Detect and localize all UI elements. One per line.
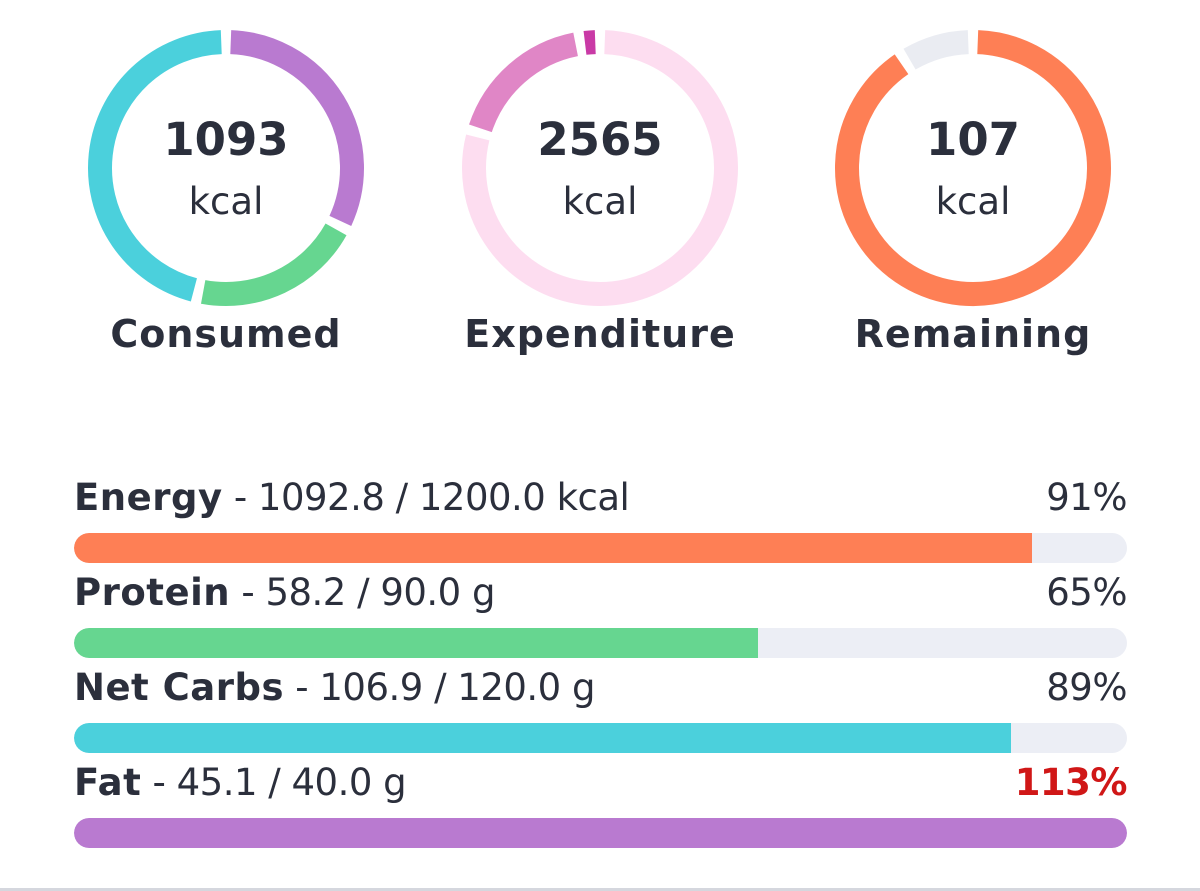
target-name-protein: Protein — [74, 571, 231, 614]
target-percent-fat: 113% — [1014, 761, 1128, 804]
target-percent-net-carbs: 89% — [1046, 666, 1127, 709]
progress-fill-net-carbs — [74, 723, 1012, 753]
expenditure-value: 2565 — [537, 113, 663, 166]
expenditure-ring-segment-segment-3 — [583, 30, 596, 55]
target-row-net-carbs[interactable]: Net Carbs - 106.9 / 120.0 g 89% — [74, 662, 1127, 757]
target-label-energy: Energy - 1092.8 / 1200.0 kcal — [74, 472, 630, 524]
expenditure-unit: kcal — [562, 180, 638, 223]
nutrition-targets: Energy - 1092.8 / 1200.0 kcal 91% Protei… — [74, 472, 1128, 852]
bottom-divider — [0, 888, 1200, 891]
target-detail-net-carbs: - 106.9 / 120.0 g — [284, 666, 595, 709]
consumed-ring-segment-net-carbs — [88, 30, 222, 302]
expenditure-ring-chart — [462, 30, 738, 306]
target-label-protein: Protein - 58.2 / 90.0 g — [74, 567, 495, 619]
consumed-caption: Consumed — [110, 312, 342, 356]
remaining-ring-segment-used — [835, 30, 1111, 306]
target-name-energy: Energy — [74, 476, 223, 519]
target-detail-fat: - 45.1 / 40.0 g — [141, 761, 407, 804]
target-row-protein[interactable]: Protein - 58.2 / 90.0 g 65% — [74, 567, 1127, 662]
consumed-ring-segment-protein — [201, 223, 347, 306]
consumed-unit: kcal — [188, 180, 264, 223]
target-detail-protein: - 58.2 / 90.0 g — [230, 571, 495, 614]
energy-summary: 1093 kcal Consumed 2565 kcal Expenditure… — [0, 0, 1200, 400]
expenditure-summary[interactable]: 2565 kcal Expenditure — [460, 28, 740, 368]
target-detail-energy: - 1092.8 / 1200.0 kcal — [222, 476, 630, 519]
expenditure-ring-segment-segment-1 — [462, 30, 738, 306]
remaining-summary[interactable]: 107 kcal Remaining — [833, 28, 1113, 368]
progress-fill-protein — [74, 628, 759, 658]
consumed-value: 1093 — [163, 113, 289, 166]
consumed-summary[interactable]: 1093 kcal Consumed — [86, 28, 366, 368]
target-percent-protein: 65% — [1046, 571, 1127, 614]
consumed-ring-chart — [88, 30, 364, 306]
remaining-unit: kcal — [935, 180, 1011, 223]
expenditure-ring-segment-segment-2 — [469, 32, 579, 133]
progress-fill-fat — [74, 818, 1127, 848]
target-row-fat[interactable]: Fat - 45.1 / 40.0 g 113% — [74, 757, 1128, 852]
remaining-ring-chart — [835, 30, 1111, 306]
target-name-net-carbs: Net Carbs — [74, 666, 285, 709]
progress-track-protein — [74, 628, 1127, 658]
target-row-energy[interactable]: Energy - 1092.8 / 1200.0 kcal 91% — [74, 472, 1127, 567]
progress-fill-energy — [74, 533, 1033, 563]
progress-track-energy — [74, 533, 1127, 563]
remaining-ring-segment-remaining — [903, 30, 970, 70]
target-name-fat: Fat — [74, 761, 142, 804]
progress-track-fat — [74, 818, 1127, 848]
remaining-value: 107 — [926, 113, 1020, 166]
target-label-net-carbs: Net Carbs - 106.9 / 120.0 g — [74, 662, 595, 714]
consumed-ring-segment-fat — [230, 30, 364, 226]
expenditure-caption: Expenditure — [464, 312, 736, 356]
target-label-fat: Fat - 45.1 / 40.0 g — [74, 757, 407, 809]
progress-track-net-carbs — [74, 723, 1127, 753]
remaining-caption: Remaining — [854, 312, 1092, 356]
target-percent-energy: 91% — [1046, 476, 1127, 519]
